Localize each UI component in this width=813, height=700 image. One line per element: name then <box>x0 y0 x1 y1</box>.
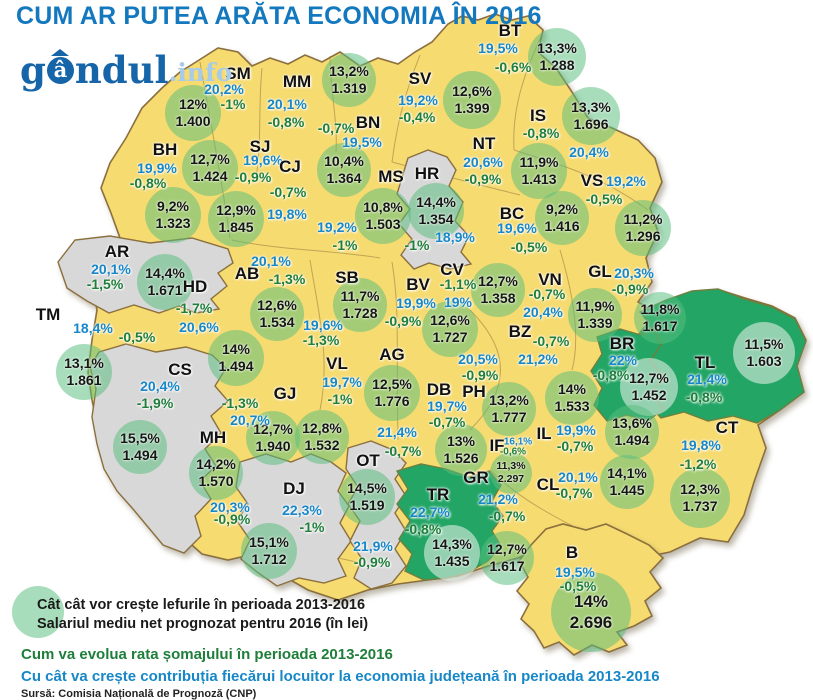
thinker-icon: â <box>46 49 74 84</box>
gandul-logo[interactable]: g â ndul.info <box>20 49 233 89</box>
county-shape-bucuresti <box>515 523 665 656</box>
county-shape-ar <box>57 235 234 314</box>
county-shape-br <box>590 325 664 422</box>
logo-part2: ndul <box>74 48 169 92</box>
county-shape-dj <box>235 453 352 587</box>
county-shape-tl <box>638 288 807 424</box>
logo-part1: g <box>20 48 46 92</box>
logo-suffix: .info <box>168 58 233 87</box>
page-title: CUM AR PUTEA ARĂTA ECONOMIA ÎN 2016 <box>16 2 542 30</box>
